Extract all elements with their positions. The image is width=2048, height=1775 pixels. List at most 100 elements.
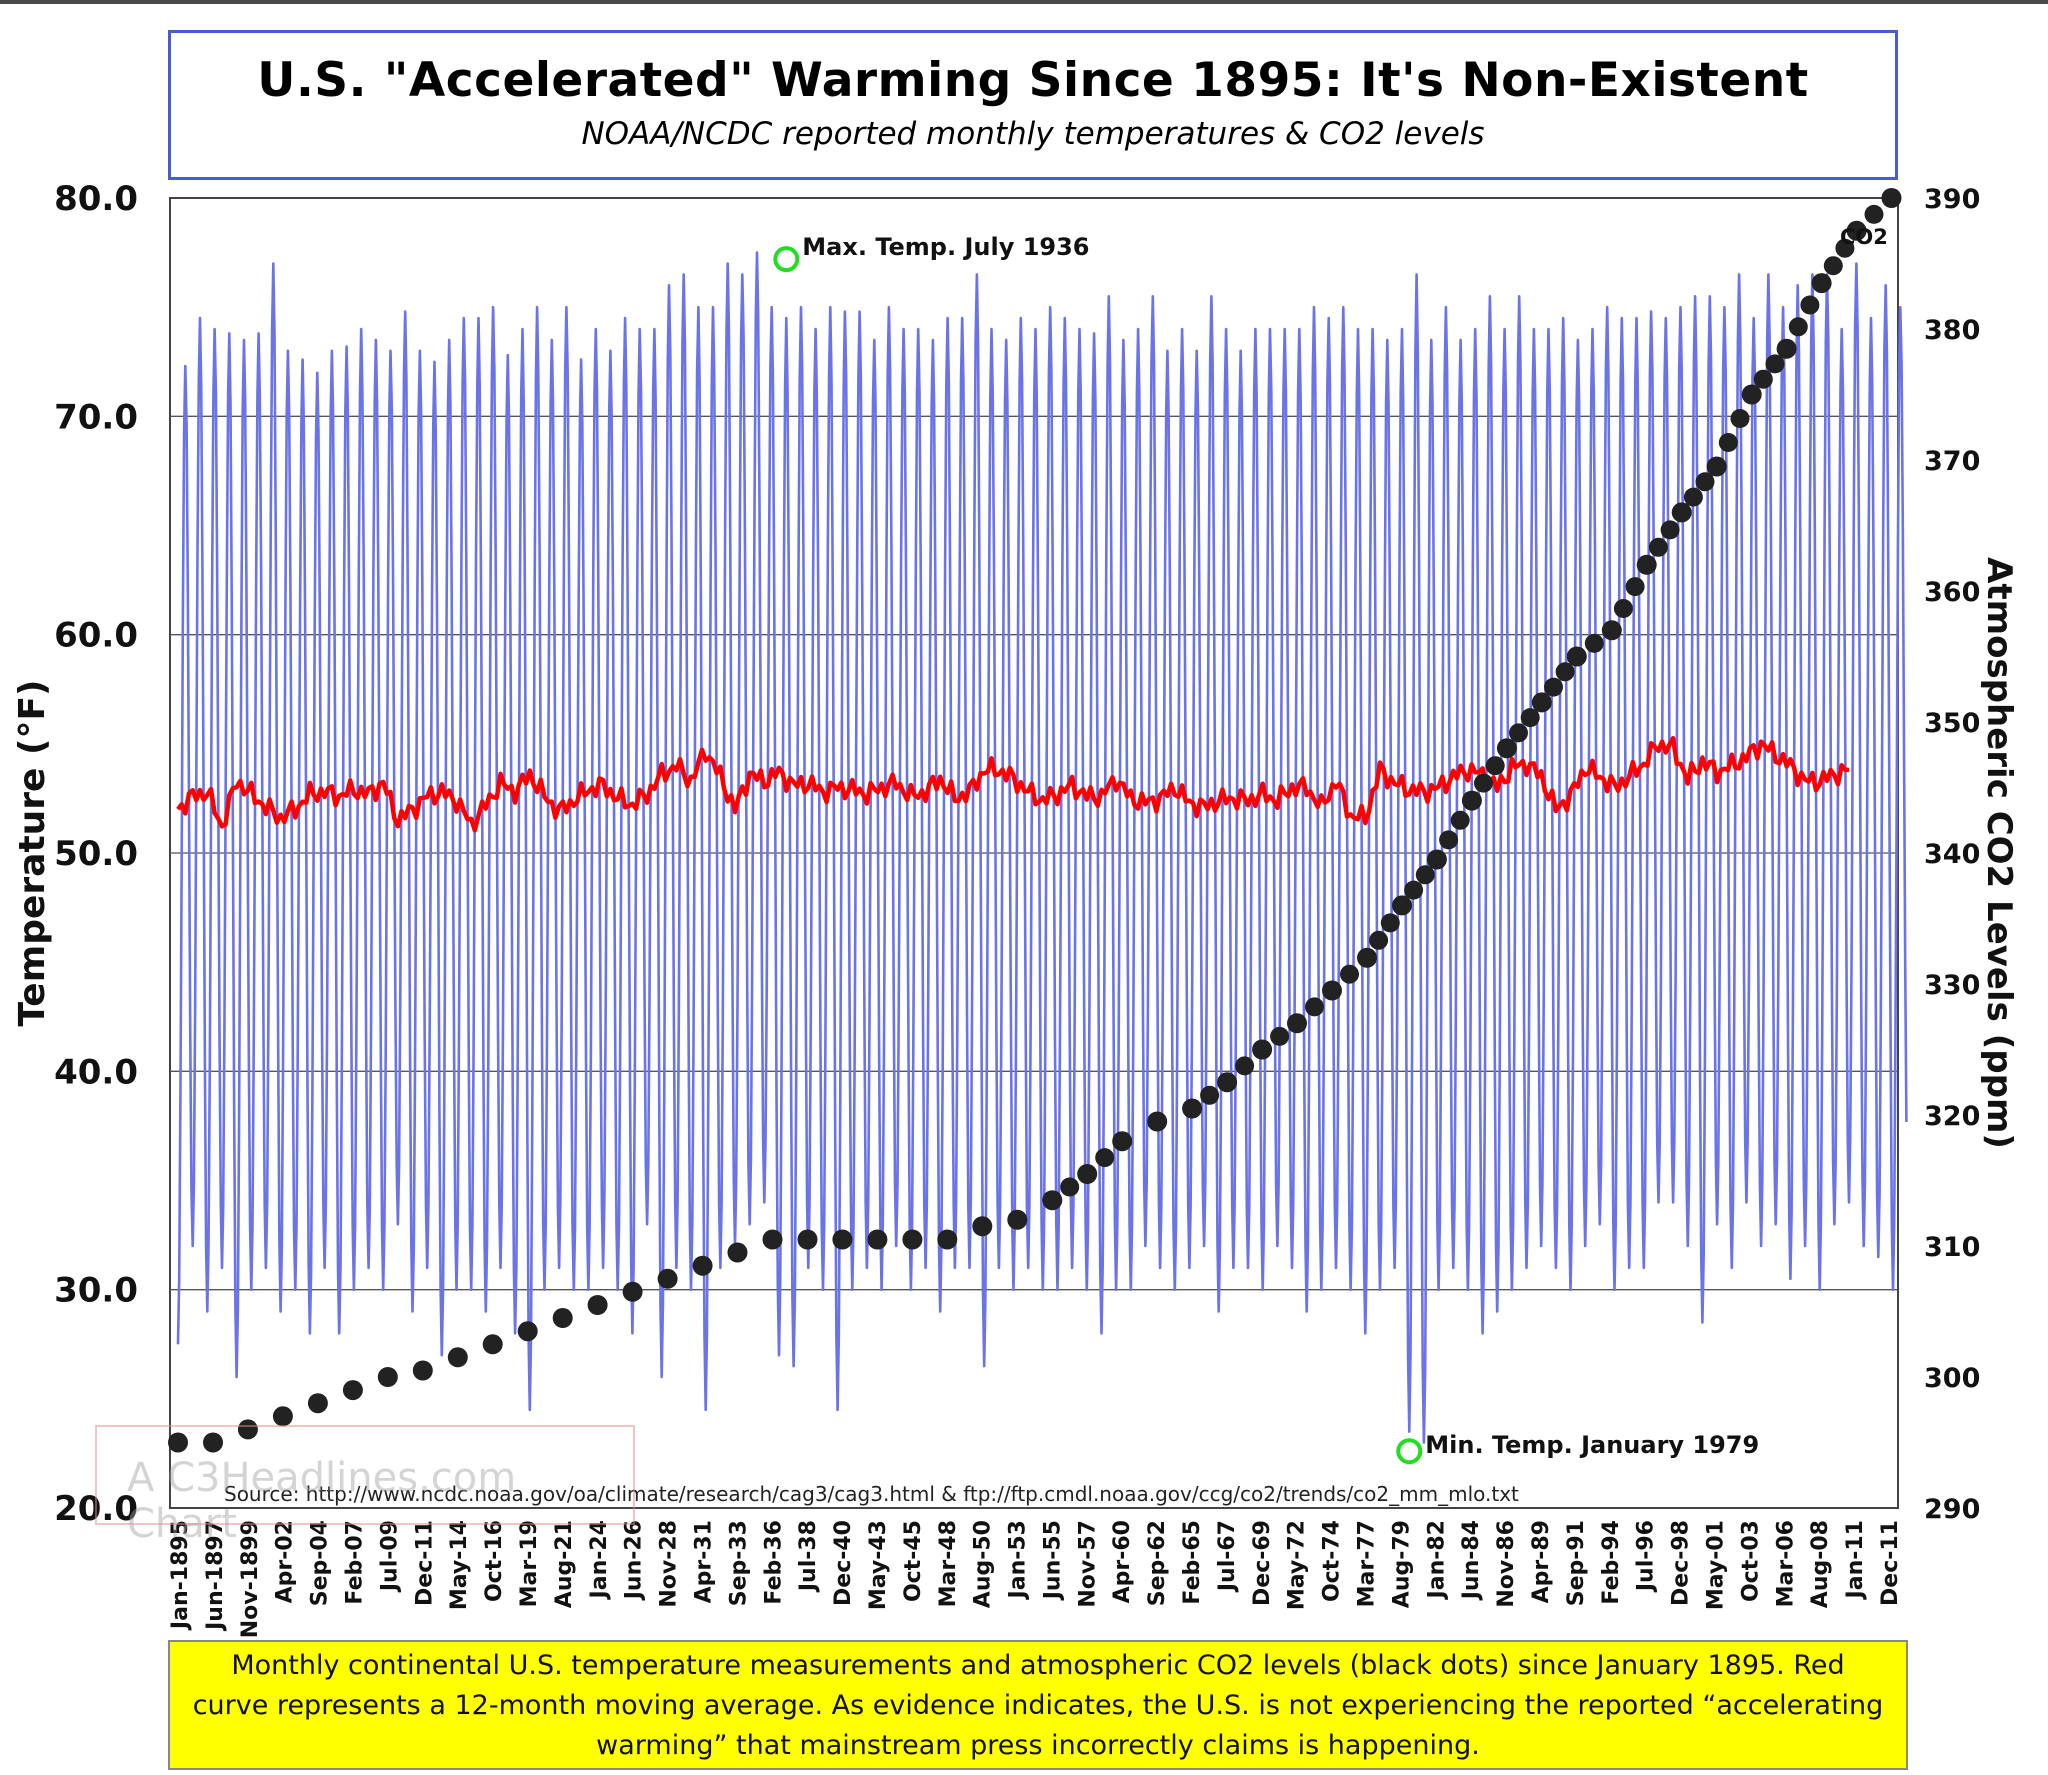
co2-point xyxy=(1584,633,1604,653)
co2-point xyxy=(1555,662,1575,682)
x-tick-label: Jan-53 xyxy=(1006,1520,1031,1600)
co2-point xyxy=(1718,433,1738,452)
x-tick-label: Oct-03 xyxy=(1738,1520,1763,1602)
co2-label: CO2 xyxy=(1840,225,1888,249)
co2-point xyxy=(762,1229,783,1250)
title-box: U.S. "Accelerated" Warming Since 1895: I… xyxy=(168,30,1898,180)
co2-point xyxy=(1305,997,1324,1017)
co2-point xyxy=(1461,790,1482,811)
x-tick-label: Feb-65 xyxy=(1180,1520,1205,1605)
co2-point xyxy=(272,1406,293,1427)
x-tick-label: Nov-1899 xyxy=(238,1520,263,1638)
co2-point xyxy=(237,1419,258,1440)
y2-tick-label: 300 xyxy=(1924,1363,1980,1394)
co2-point xyxy=(377,1367,398,1387)
x-tick-label: Jul-96 xyxy=(1634,1520,1659,1593)
co2-point xyxy=(1450,810,1470,830)
temperature-series-line xyxy=(176,251,1908,1444)
co2-point xyxy=(1042,1190,1063,1211)
top-rule xyxy=(0,0,2048,4)
y-tick-label: 30.0 xyxy=(54,1271,138,1311)
x-tick-label: Sep-62 xyxy=(1145,1520,1170,1606)
co2-point xyxy=(1182,1098,1203,1119)
co2-point xyxy=(1060,1177,1080,1197)
co2-point xyxy=(1392,895,1412,916)
x-tick-label: Nov-86 xyxy=(1494,1520,1519,1608)
x-tick-label: Jun-26 xyxy=(622,1520,647,1601)
co2-point xyxy=(727,1242,748,1263)
min-temp-annotation: Min. Temp. January 1979 xyxy=(1425,1431,1759,1459)
y2-tick-label: 310 xyxy=(1924,1232,1980,1263)
co2-point xyxy=(1415,865,1435,885)
co2-point xyxy=(1200,1085,1220,1105)
x-tick-label: Aug-21 xyxy=(552,1520,577,1608)
co2-point xyxy=(1695,472,1715,492)
co2-point xyxy=(1485,756,1505,776)
y-axis-title: Temperature (°F) xyxy=(12,680,53,1027)
co2-point xyxy=(1601,620,1622,641)
co2-point xyxy=(1671,502,1692,523)
co2-point xyxy=(1496,738,1517,759)
co2-point xyxy=(412,1360,433,1381)
x-tick-label: Feb-07 xyxy=(343,1520,368,1605)
y2-tick-label: 290 xyxy=(1924,1494,1980,1525)
co2-point xyxy=(517,1321,538,1342)
x-tick-label: Jul-09 xyxy=(377,1520,402,1593)
co2-point xyxy=(1095,1148,1115,1168)
x-tick-label: May-01 xyxy=(1704,1520,1729,1610)
co2-point xyxy=(832,1229,853,1250)
x-tick-label: Dec-11 xyxy=(1878,1520,1903,1606)
y2-tick-label: 360 xyxy=(1924,577,1980,608)
min-temp-marker xyxy=(1396,1438,1423,1465)
co2-point xyxy=(1235,1056,1255,1076)
x-tick-label: Jun-1897 xyxy=(203,1520,228,1632)
co2-point xyxy=(1706,456,1727,477)
co2-point xyxy=(1730,409,1750,428)
x-tick-label: Feb-36 xyxy=(761,1520,786,1605)
x-tick-label: Dec-40 xyxy=(831,1520,856,1606)
co2-point xyxy=(1864,204,1884,224)
co2-point xyxy=(937,1229,958,1250)
co2-point xyxy=(307,1393,328,1414)
x-tick-label: Mar-77 xyxy=(1355,1520,1380,1607)
x-tick-label: Mar-48 xyxy=(936,1520,961,1607)
x-tick-label: Nov-28 xyxy=(657,1520,682,1608)
chart-subtitle: NOAA/NCDC reported monthly temperatures … xyxy=(581,116,1485,152)
co2-point xyxy=(447,1347,468,1368)
co2-point xyxy=(1660,520,1680,540)
y2-tick-label: 370 xyxy=(1924,446,1980,477)
co2-point xyxy=(1800,295,1820,315)
co2-point xyxy=(902,1229,923,1250)
co2-point xyxy=(1252,1039,1273,1060)
chart-title: U.S. "Accelerated" Warming Since 1895: I… xyxy=(257,53,1809,108)
x-tick-label: Jan-24 xyxy=(587,1520,612,1600)
co2-point xyxy=(1077,1164,1098,1184)
x-tick-label: Dec-69 xyxy=(1250,1520,1275,1606)
co2-point xyxy=(972,1216,993,1237)
co2-point xyxy=(1270,1026,1290,1046)
x-tick-label: Jun-84 xyxy=(1459,1520,1484,1601)
y-tick-label: 40.0 xyxy=(54,1052,138,1092)
x-tick-label: Aug-79 xyxy=(1389,1520,1414,1608)
chart-canvas: 80.070.060.050.040.030.020.0390380370360… xyxy=(12,179,2019,1638)
co2-point xyxy=(797,1229,818,1250)
x-tick-label: Dec-11 xyxy=(412,1520,437,1606)
co2-point xyxy=(1625,577,1645,597)
x-tick-label: Apr-60 xyxy=(1110,1520,1135,1603)
co2-point xyxy=(1369,930,1389,950)
co2-point xyxy=(1474,773,1493,793)
y-tick-label: 60.0 xyxy=(54,616,138,656)
co2-point xyxy=(1683,487,1703,507)
co2-point xyxy=(1112,1131,1133,1152)
x-tick-label: Sep-91 xyxy=(1564,1520,1589,1606)
co2-point xyxy=(1648,537,1668,557)
co2-point xyxy=(1846,220,1867,241)
co2-point xyxy=(1357,947,1377,968)
co2-point xyxy=(1788,317,1808,337)
x-tick-label: Jun-55 xyxy=(1040,1520,1065,1601)
co2-point xyxy=(657,1268,678,1289)
co2-point xyxy=(203,1432,223,1453)
y-tick-label: 80.0 xyxy=(54,179,138,219)
x-tick-label: Apr-02 xyxy=(273,1520,298,1603)
co2-point xyxy=(1544,677,1563,697)
